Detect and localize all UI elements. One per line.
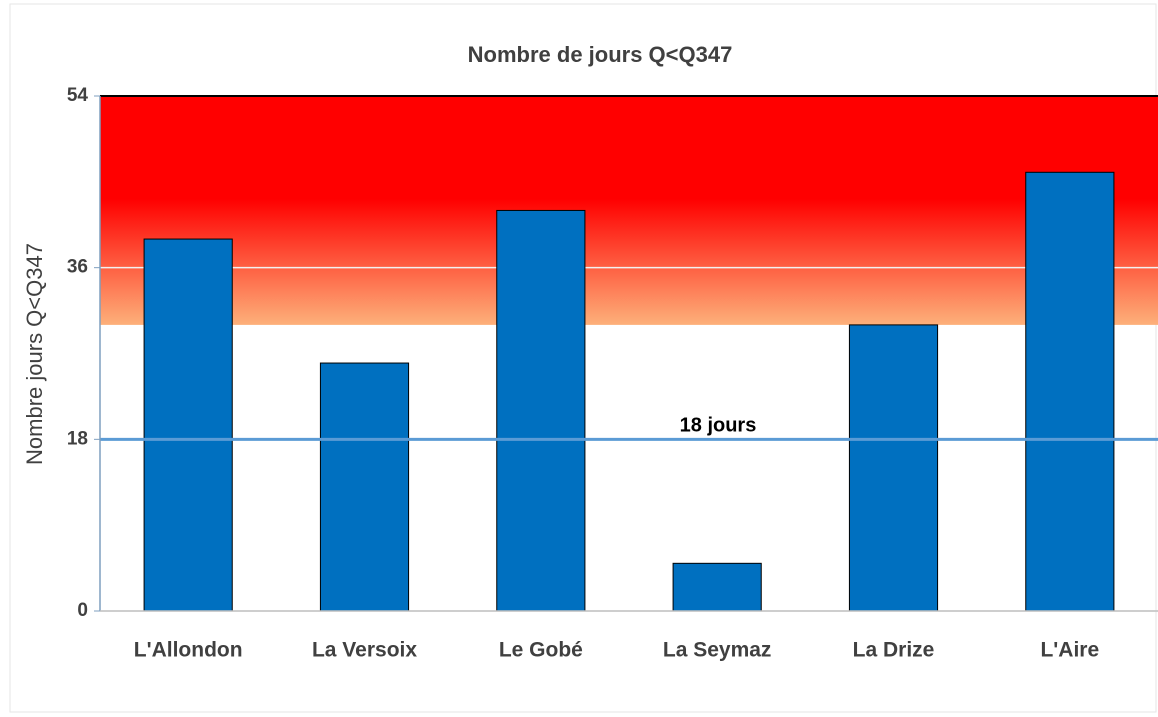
y-axis-label: Nombre jours Q<Q347 xyxy=(22,243,47,465)
x-tick-label: La Seymaz xyxy=(663,639,772,662)
bar xyxy=(143,238,233,612)
bar xyxy=(672,562,762,612)
bar xyxy=(1025,171,1115,612)
x-tick-label: La Versoix xyxy=(312,639,417,662)
reference-label: 18 jours xyxy=(680,415,757,437)
y-tick-label: 18 xyxy=(67,428,88,449)
bar xyxy=(848,324,939,612)
x-tick-label: La Drize xyxy=(853,639,935,662)
y-tick-label: 36 xyxy=(67,257,88,278)
x-tick-label: L'Aire xyxy=(1040,639,1099,662)
highlight-band xyxy=(100,96,1158,325)
chart-title: Nombre de jours Q<Q347 xyxy=(468,42,733,67)
chart-frame xyxy=(9,3,1157,713)
bar xyxy=(319,362,410,612)
x-tick-label: L'Allondon xyxy=(134,639,243,662)
x-tick-label: Le Gobé xyxy=(499,639,583,662)
y-tick-label: 54 xyxy=(67,85,89,106)
bar xyxy=(496,209,586,612)
y-tick-label: 0 xyxy=(77,600,88,621)
